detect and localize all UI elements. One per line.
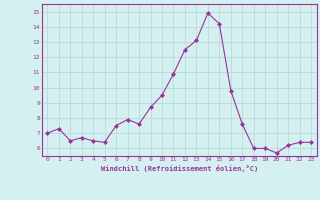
X-axis label: Windchill (Refroidissement éolien,°C): Windchill (Refroidissement éolien,°C) — [100, 165, 258, 172]
